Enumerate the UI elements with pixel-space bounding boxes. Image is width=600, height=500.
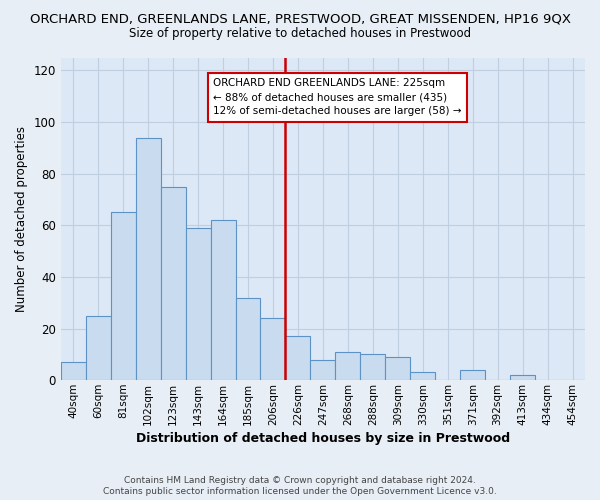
Bar bbox=[286, 336, 310, 380]
Bar bbox=[136, 138, 161, 380]
Text: Contains HM Land Registry data © Crown copyright and database right 2024.: Contains HM Land Registry data © Crown c… bbox=[124, 476, 476, 485]
Text: Contains public sector information licensed under the Open Government Licence v3: Contains public sector information licen… bbox=[103, 488, 497, 496]
Bar bbox=[385, 357, 410, 380]
Y-axis label: Number of detached properties: Number of detached properties bbox=[15, 126, 28, 312]
Bar bbox=[161, 186, 185, 380]
Bar bbox=[410, 372, 435, 380]
Bar bbox=[61, 362, 86, 380]
Text: Size of property relative to detached houses in Prestwood: Size of property relative to detached ho… bbox=[129, 28, 471, 40]
Bar bbox=[335, 352, 361, 380]
Text: ORCHARD END, GREENLANDS LANE, PRESTWOOD, GREAT MISSENDEN, HP16 9QX: ORCHARD END, GREENLANDS LANE, PRESTWOOD,… bbox=[29, 12, 571, 26]
Bar bbox=[260, 318, 286, 380]
X-axis label: Distribution of detached houses by size in Prestwood: Distribution of detached houses by size … bbox=[136, 432, 510, 445]
Bar bbox=[211, 220, 236, 380]
Bar bbox=[310, 360, 335, 380]
Bar bbox=[86, 316, 111, 380]
Bar bbox=[111, 212, 136, 380]
Bar bbox=[510, 375, 535, 380]
Text: ORCHARD END GREENLANDS LANE: 225sqm
← 88% of detached houses are smaller (435)
1: ORCHARD END GREENLANDS LANE: 225sqm ← 88… bbox=[213, 78, 461, 116]
Bar bbox=[361, 354, 385, 380]
Bar bbox=[236, 298, 260, 380]
Bar bbox=[460, 370, 485, 380]
Bar bbox=[185, 228, 211, 380]
